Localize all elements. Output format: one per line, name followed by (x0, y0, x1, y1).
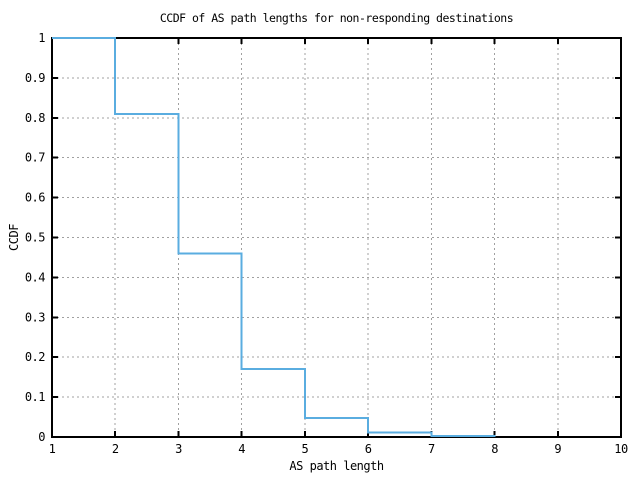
y-tick-label: 0.2 (25, 350, 45, 364)
chart-title: CCDF of AS path lengths for non-respondi… (160, 11, 513, 25)
y-axis-label: CCDF (7, 224, 21, 251)
y-tick-label: 1 (38, 31, 45, 45)
x-axis-label: AS path length (289, 459, 383, 473)
x-tick-label: 1 (49, 442, 56, 456)
x-tick-label: 9 (554, 442, 561, 456)
y-tick-label: 0.6 (25, 191, 45, 205)
x-tick-label: 3 (175, 442, 182, 456)
x-tick-label: 6 (365, 442, 372, 456)
y-tick-label: 0.4 (25, 270, 45, 284)
ccdf-step-line (52, 37, 496, 437)
x-tick-label: 7 (428, 442, 435, 456)
x-tick-label: 2 (112, 442, 119, 456)
y-tick-label: 0.3 (25, 310, 45, 324)
y-tick-label: 0.7 (25, 151, 45, 165)
x-tick-label: 4 (238, 442, 245, 456)
x-tick-label: 8 (491, 442, 498, 456)
y-tick-label: 0.5 (25, 231, 45, 245)
y-tick-label: 0.8 (25, 111, 45, 125)
x-tick-label: 10 (614, 442, 628, 456)
x-tick-label: 5 (302, 442, 309, 456)
y-tick-label: 0 (38, 430, 45, 444)
y-tick-label: 0.9 (25, 71, 45, 85)
y-tick-label: 0.1 (25, 390, 45, 404)
plot-border (51, 37, 622, 438)
